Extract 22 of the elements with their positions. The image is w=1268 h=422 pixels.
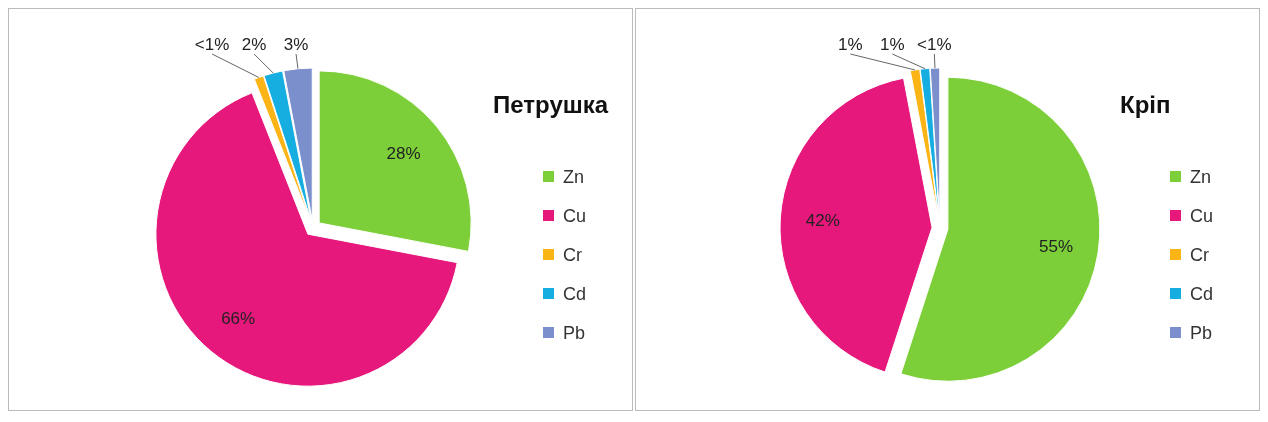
- data-label: 3%: [283, 35, 309, 54]
- legend-label: Pb: [563, 323, 586, 343]
- legend-label: Zn: [1190, 167, 1212, 187]
- text: Петрушка: [493, 91, 609, 118]
- data-label: 55%: [1038, 236, 1074, 256]
- data-label: 42%: [805, 211, 840, 231]
- data-label: 1%: [838, 35, 863, 54]
- text: Кріп: [1120, 91, 1171, 118]
- data-label: 66%: [221, 308, 256, 328]
- legend-label: Cu: [563, 206, 587, 226]
- data-label: 2%: [241, 35, 267, 54]
- legend-label: Pb: [1190, 323, 1213, 343]
- data-label: 28%: [386, 143, 421, 163]
- legend-label: Zn: [563, 167, 585, 187]
- data-label: <1%: [917, 35, 952, 54]
- legend-label: Cd: [1190, 284, 1214, 304]
- data-label: <1%: [194, 35, 230, 54]
- legend-label: Cr: [563, 245, 582, 265]
- legend-label: Cu: [1190, 206, 1214, 226]
- legend-label: Cd: [563, 284, 587, 304]
- legend-label: Cr: [1190, 245, 1209, 265]
- data-label: 1%: [880, 35, 905, 54]
